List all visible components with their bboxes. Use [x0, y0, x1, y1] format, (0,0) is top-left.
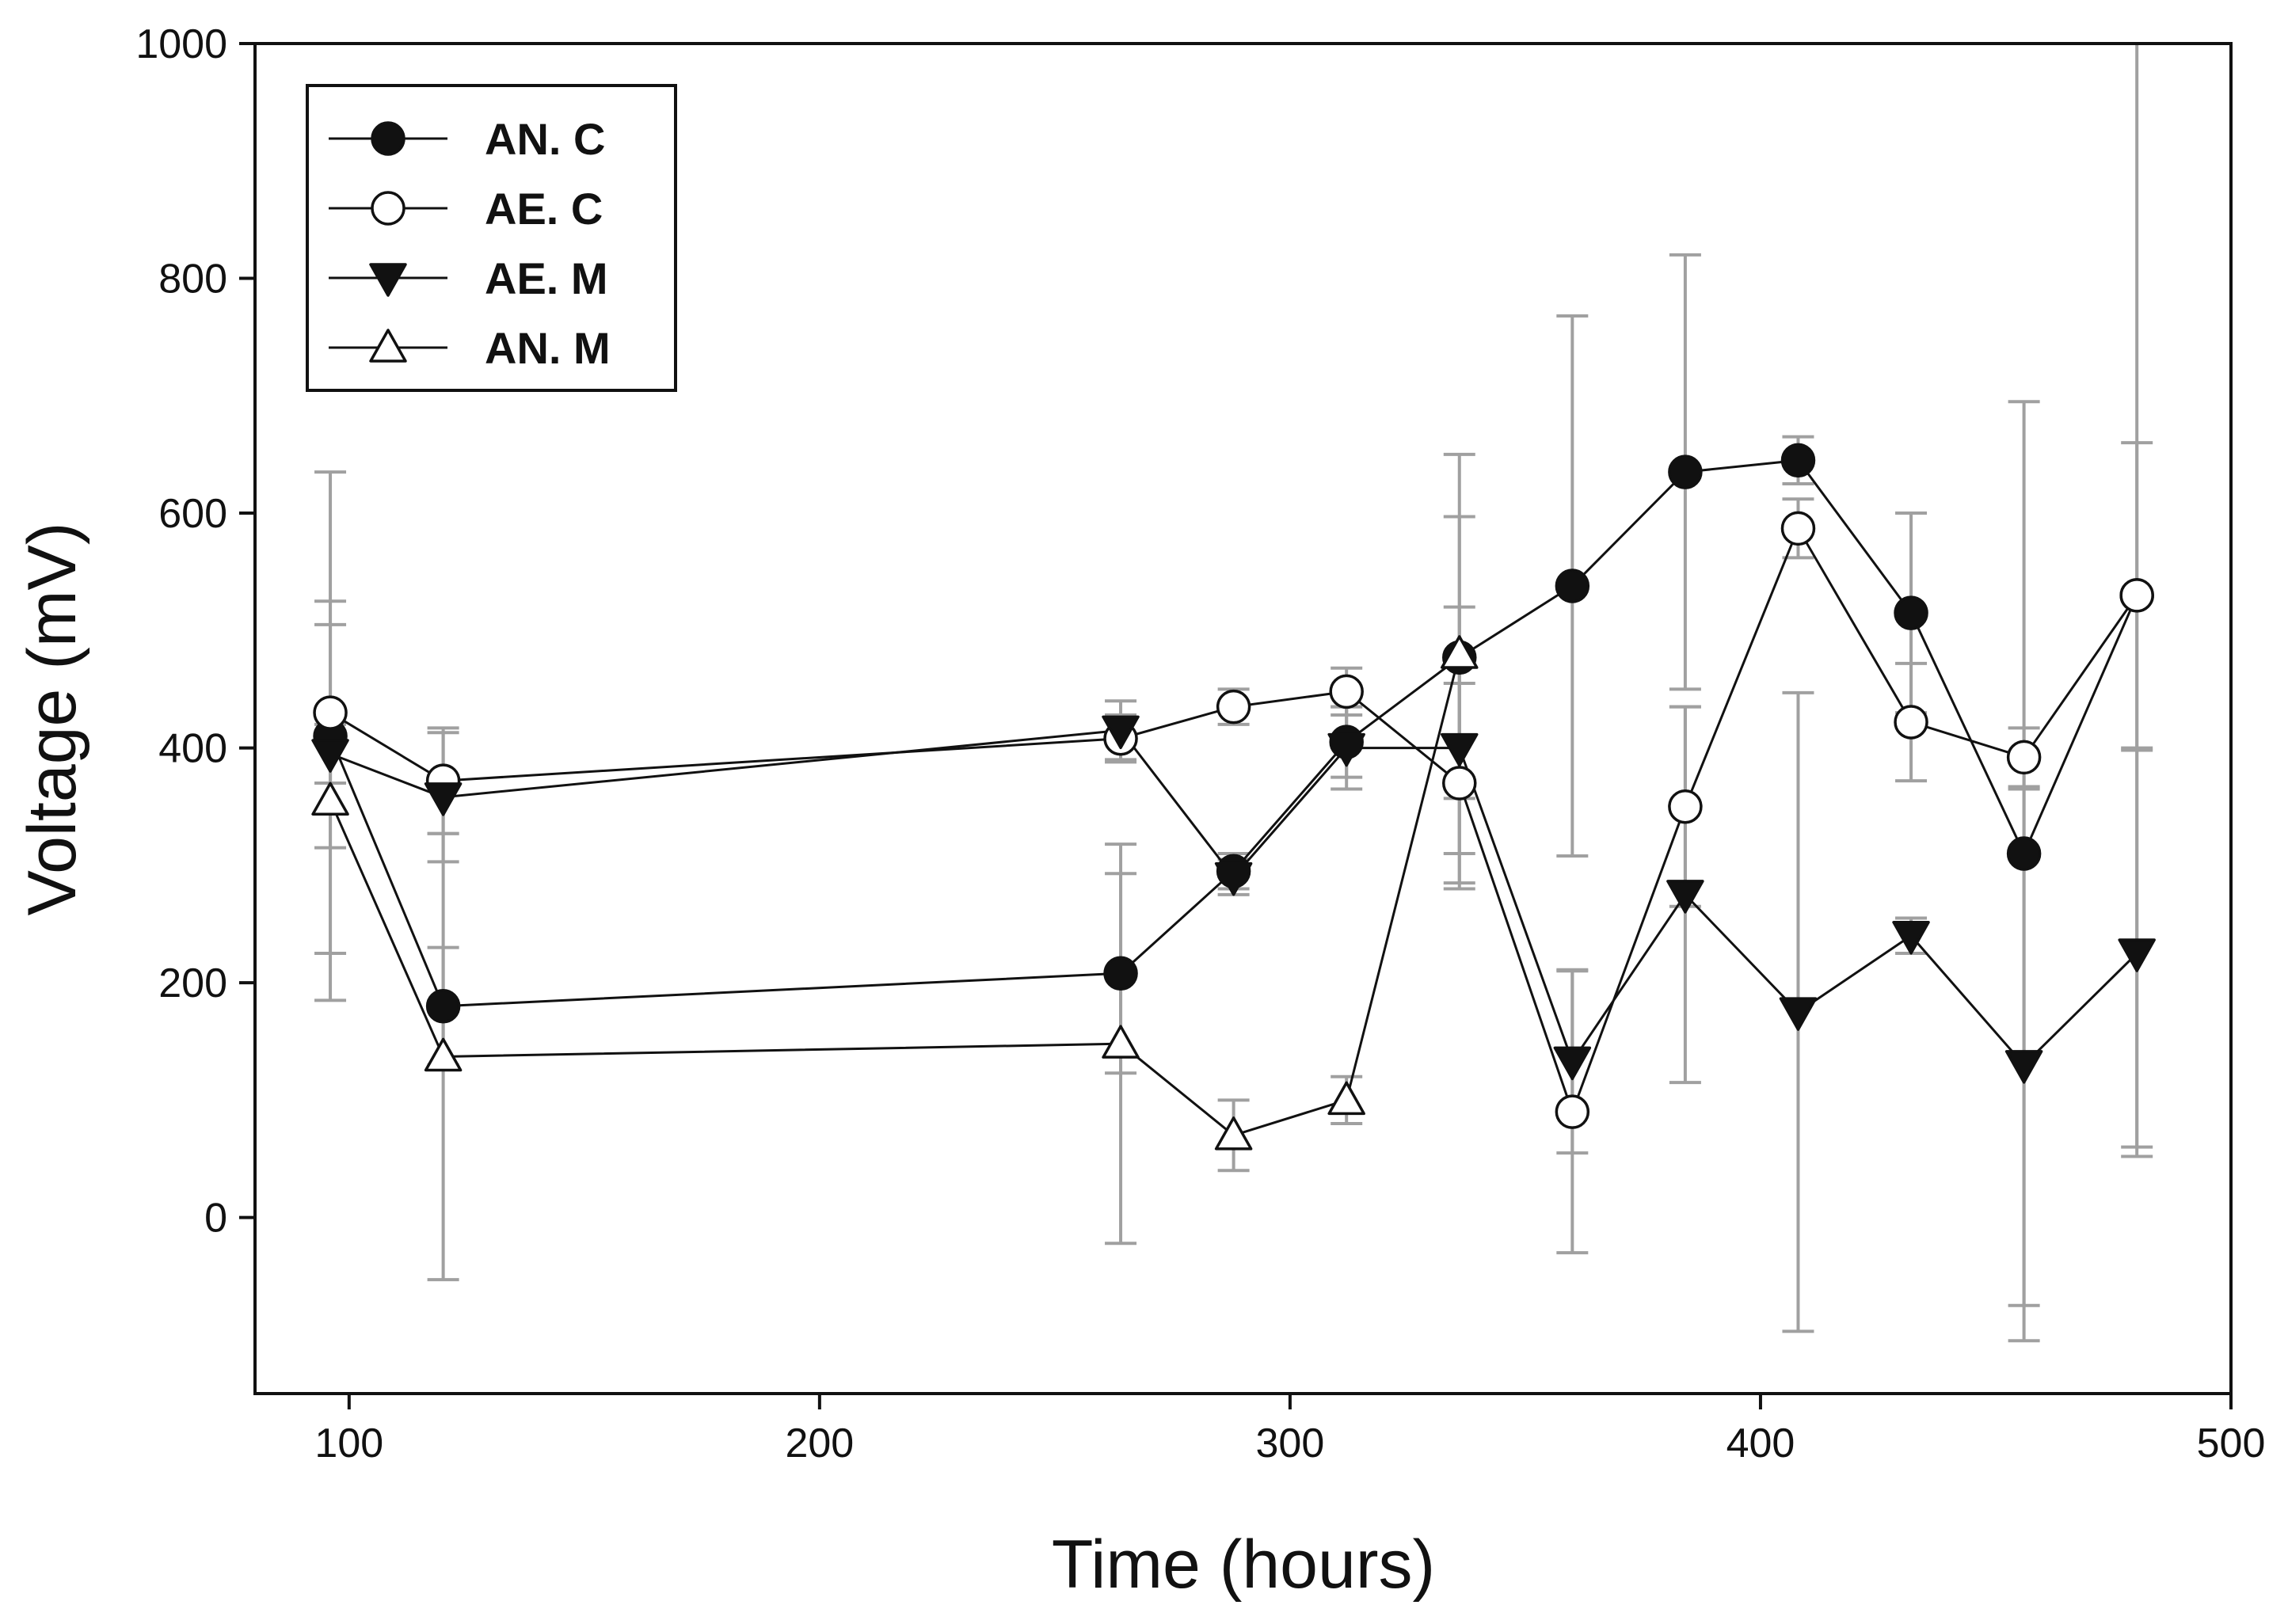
- data-point-an-c: [1780, 443, 1816, 478]
- x-tick-label: 200: [785, 1421, 854, 1466]
- x-axis-title: Time (hours): [1052, 1527, 1435, 1603]
- data-point-an-m: [1102, 1025, 1140, 1059]
- data-point-ae-m: [1214, 861, 1253, 896]
- legend-label-an-m: AN. M: [485, 323, 611, 373]
- data-point-ae-c: [2006, 740, 2042, 775]
- axes: 0 200 400 600 800 1000 100 200 300 400 500: [135, 21, 2265, 1466]
- legend-label-ae-c: AE. C: [485, 184, 603, 234]
- y-tick-label: 1000: [135, 21, 227, 67]
- data-point-ae-c: [1894, 705, 1928, 740]
- x-tick-label: 300: [1256, 1421, 1325, 1466]
- data-point-ae-c: [313, 695, 348, 730]
- data-point-an-c: [1555, 569, 1590, 603]
- series-line-an-m: [329, 653, 1461, 1137]
- series-line-ae-c: [329, 525, 2138, 1116]
- x-tick-label: 100: [314, 1421, 383, 1466]
- data-point-an-m: [1441, 635, 1479, 669]
- data-point-an-m: [311, 782, 349, 816]
- data-point-an-m: [424, 1037, 463, 1072]
- data-point-ae-m: [2004, 1050, 2043, 1084]
- series-markers: [311, 443, 2156, 1150]
- y-tick-label: 800: [158, 257, 227, 302]
- legend-box: [306, 84, 677, 392]
- data-point-an-m: [1327, 1081, 1365, 1116]
- data-point-ae-m: [1892, 921, 1930, 955]
- y-tick-label: 400: [158, 726, 227, 772]
- series-lines: [329, 458, 2138, 1137]
- x-tick-label: 400: [1726, 1421, 1795, 1466]
- series-line-ae-m: [329, 728, 2138, 1067]
- data-point-ae-c: [1780, 511, 1816, 546]
- data-point-an-c: [425, 988, 461, 1024]
- data-point-an-m: [1214, 1116, 1253, 1150]
- series-line-an-c: [329, 458, 2138, 1008]
- data-point-ae-m: [1553, 1046, 1592, 1081]
- data-point-ae-c: [1442, 766, 1477, 801]
- data-point-ae-m: [1441, 732, 1479, 767]
- data-point-ae-m: [311, 739, 349, 773]
- legend-label-an-c: AN. C: [485, 114, 605, 164]
- legend-marker-ae-c: [371, 191, 405, 226]
- y-axis-title: Voltage (mV): [14, 522, 90, 915]
- data-point-an-c: [2006, 836, 2042, 871]
- y-tick-label: 600: [158, 491, 227, 537]
- y-tick-label: 0: [204, 1196, 227, 1242]
- data-point-an-c: [1894, 595, 1928, 630]
- data-point-ae-c: [1216, 689, 1251, 725]
- data-point-ae-c: [1329, 674, 1364, 709]
- plot-frame: [253, 42, 2233, 1395]
- x-tick-label: 500: [2197, 1421, 2266, 1466]
- data-point-ae-m: [2118, 938, 2156, 972]
- data-point-ae-m: [1666, 880, 1704, 914]
- data-point-ae-m: [1327, 732, 1365, 767]
- data-point-ae-m: [424, 782, 463, 816]
- legend-marker-an-c: [371, 121, 405, 156]
- data-point-an-c: [1668, 454, 1703, 489]
- legend-label-ae-m: AE. M: [485, 253, 608, 303]
- y-tick-label: 200: [158, 960, 227, 1006]
- data-point-ae-c: [2119, 578, 2154, 613]
- legend: AN. C AE. C AE. M AN. M: [306, 84, 677, 392]
- data-point-ae-m: [1779, 997, 1818, 1031]
- data-point-ae-c: [1668, 789, 1703, 824]
- data-point-ae-m: [1102, 715, 1140, 750]
- legend-marker-an-m: [369, 329, 407, 363]
- data-point-ae-c: [1555, 1094, 1590, 1129]
- data-point-an-c: [1103, 956, 1138, 991]
- legend-marker-ae-m: [369, 263, 407, 297]
